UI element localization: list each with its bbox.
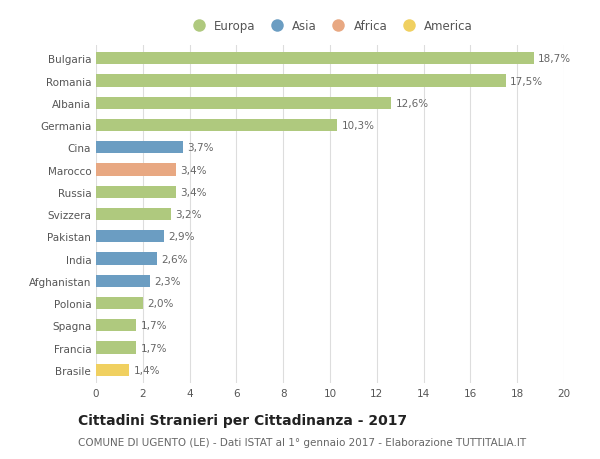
Bar bbox=[96, 364, 129, 376]
Text: 1,4%: 1,4% bbox=[133, 365, 160, 375]
Text: 3,2%: 3,2% bbox=[176, 210, 202, 219]
Text: 2,6%: 2,6% bbox=[161, 254, 188, 264]
Bar bbox=[96, 75, 506, 88]
Text: 1,7%: 1,7% bbox=[140, 343, 167, 353]
Bar bbox=[96, 319, 136, 332]
Text: 10,3%: 10,3% bbox=[342, 121, 375, 131]
Bar bbox=[96, 186, 176, 198]
Text: 1,7%: 1,7% bbox=[140, 320, 167, 330]
Bar bbox=[96, 164, 176, 176]
Bar bbox=[96, 208, 171, 221]
Bar bbox=[96, 341, 136, 354]
Text: 18,7%: 18,7% bbox=[538, 54, 571, 64]
Text: 2,3%: 2,3% bbox=[155, 276, 181, 286]
Text: 3,7%: 3,7% bbox=[187, 143, 214, 153]
Bar bbox=[96, 297, 143, 309]
Text: 17,5%: 17,5% bbox=[510, 76, 544, 86]
Bar bbox=[96, 120, 337, 132]
Bar bbox=[96, 253, 157, 265]
Text: 3,4%: 3,4% bbox=[180, 187, 207, 197]
Text: 12,6%: 12,6% bbox=[395, 99, 428, 109]
Text: COMUNE DI UGENTO (LE) - Dati ISTAT al 1° gennaio 2017 - Elaborazione TUTTITALIA.: COMUNE DI UGENTO (LE) - Dati ISTAT al 1°… bbox=[78, 437, 526, 447]
Bar bbox=[96, 275, 150, 287]
Bar bbox=[96, 53, 533, 65]
Bar bbox=[96, 231, 164, 243]
Text: 2,0%: 2,0% bbox=[148, 298, 174, 308]
Text: 2,9%: 2,9% bbox=[169, 232, 195, 242]
Bar bbox=[96, 97, 391, 110]
Text: Cittadini Stranieri per Cittadinanza - 2017: Cittadini Stranieri per Cittadinanza - 2… bbox=[78, 414, 407, 428]
Legend: Europa, Asia, Africa, America: Europa, Asia, Africa, America bbox=[185, 18, 475, 36]
Text: 3,4%: 3,4% bbox=[180, 165, 207, 175]
Bar bbox=[96, 142, 182, 154]
